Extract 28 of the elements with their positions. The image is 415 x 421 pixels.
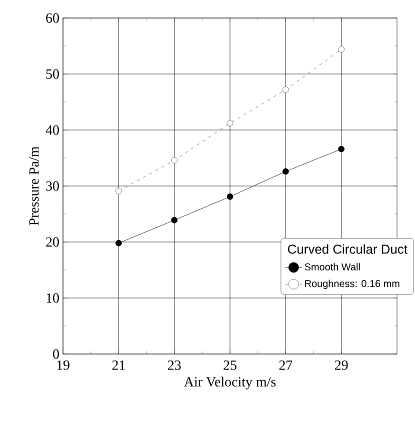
- point: [115, 188, 122, 194]
- x-tick-label: 21: [112, 360, 125, 370]
- y-tick-label: 10: [46, 293, 59, 303]
- y-axis-title: Pressure Pa/m: [29, 146, 39, 226]
- point: [282, 168, 289, 175]
- x-tick-label: 27: [279, 360, 292, 370]
- point: [171, 216, 178, 224]
- point: [338, 146, 345, 152]
- y-tick-label: 30: [46, 181, 59, 191]
- legend-label: Smooth Wall: [304, 263, 360, 270]
- x-tick-label: 25: [224, 360, 236, 370]
- y-tick-label: 40: [46, 125, 59, 135]
- y-tick-label: 50: [46, 69, 59, 79]
- y-tick-label: 0: [53, 349, 59, 359]
- x-tick-label: 19: [57, 360, 70, 370]
- point: [226, 193, 234, 200]
- point: [282, 86, 289, 93]
- x-tick-label: 23: [168, 360, 181, 370]
- x-tick-label: 29: [334, 360, 348, 370]
- y-tick-label: 20: [46, 237, 59, 247]
- point: [338, 46, 345, 53]
- y-tick-label: 60: [46, 13, 59, 23]
- legend-title: Curved Circular Duct: [288, 244, 408, 254]
- point: [171, 157, 178, 164]
- legend-label: Roughness: 0.16 mm: [305, 280, 400, 290]
- point: [115, 240, 122, 246]
- x-axis-title: Air Velocity m/s: [184, 376, 276, 390]
- point: [226, 120, 234, 126]
